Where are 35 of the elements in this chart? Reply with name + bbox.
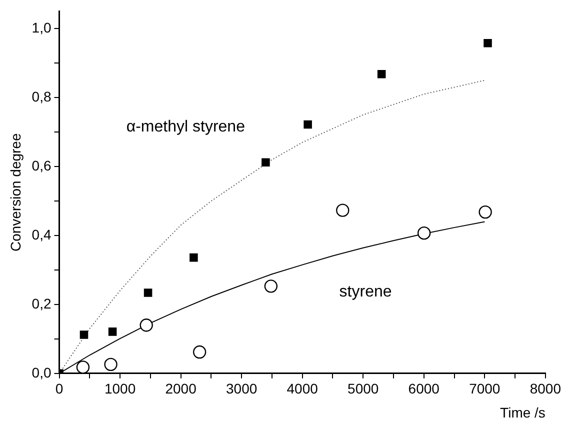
point — [144, 288, 152, 297]
point — [336, 204, 350, 217]
point — [264, 280, 278, 293]
x-tick-label: 0 — [55, 380, 64, 397]
point — [76, 360, 90, 374]
point — [80, 330, 88, 339]
y-axis-title: Conversion degree — [7, 133, 24, 252]
x-tick-label: 2000 — [165, 380, 197, 397]
point — [190, 253, 198, 262]
point — [108, 328, 117, 336]
y-tick-label: 1,0 — [32, 19, 52, 36]
point — [140, 318, 153, 332]
y-tick-label: 0,8 — [32, 88, 52, 104]
point — [104, 358, 118, 372]
point — [262, 158, 270, 167]
point — [484, 38, 492, 48]
point — [304, 120, 312, 129]
x-axis-title: Time /s — [500, 404, 546, 420]
x-tick-label: 6000 — [408, 380, 440, 397]
x-tick-label: 3000 — [226, 380, 258, 397]
y-tick-label: 0,2 — [32, 295, 52, 312]
annotation: α-methyl styrene — [126, 118, 246, 136]
x-tick-label: 4000 — [286, 380, 318, 397]
y-tick-label: 0,0 — [32, 364, 52, 380]
x-tick-label: 8000 — [530, 380, 562, 397]
x-tick-label: 5000 — [348, 380, 379, 397]
y-tick-label: 0,4 — [32, 226, 52, 242]
point — [417, 226, 431, 240]
point — [478, 205, 492, 219]
y-tick-label: 0,6 — [32, 157, 52, 174]
x-tick-label: 1000 — [104, 380, 136, 397]
point — [192, 345, 206, 359]
point — [377, 70, 386, 78]
annotation: styrene — [339, 283, 392, 300]
x-tick-label: 7000 — [469, 380, 500, 397]
